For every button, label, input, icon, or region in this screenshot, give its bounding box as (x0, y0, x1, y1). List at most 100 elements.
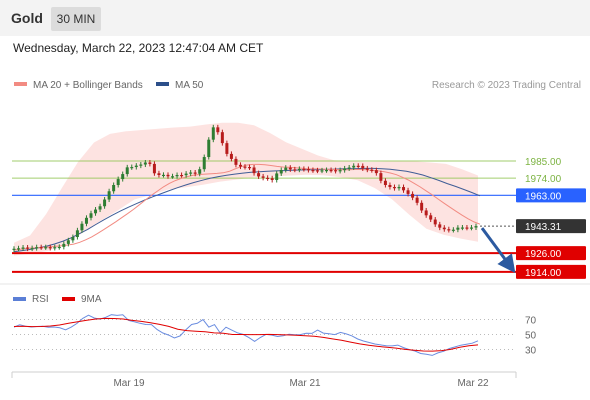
candle-body (112, 185, 116, 192)
candle-body (284, 167, 288, 170)
candle-body (116, 179, 120, 185)
candle-body (35, 247, 39, 249)
rsi-legend-swatch (62, 297, 75, 301)
candle-body (211, 127, 215, 140)
candle-body (361, 165, 365, 169)
candle-body (365, 168, 369, 170)
rsi-line (13, 314, 479, 356)
candle-body (98, 206, 102, 210)
candle-body (270, 178, 274, 180)
ma20-swatch (14, 82, 27, 87)
candle-body (297, 168, 301, 171)
bollinger-band (14, 122, 478, 256)
candle-body (293, 169, 297, 171)
candle-body (397, 187, 401, 189)
ma50-swatch (156, 82, 169, 87)
candle-body (392, 187, 396, 189)
candle-body (438, 224, 442, 228)
candle-body (388, 185, 392, 188)
price-panel: 1985.00 1974.00 1963.00 1943.31 1926.00 1914.… (0, 122, 590, 285)
candle-body (329, 170, 333, 172)
candle-body (202, 157, 206, 170)
rsi-panel: RSI 9MA 70 50 30 Mar 19 Mar 21 Mar 22 (11, 294, 537, 389)
candle-body (94, 209, 98, 214)
candle-body (315, 170, 319, 172)
candle-body (411, 193, 415, 198)
candle-body (39, 247, 43, 249)
timeframe-button[interactable]: 30 MIN (51, 7, 101, 31)
candle-body (456, 227, 460, 230)
candle-body (44, 247, 48, 249)
candle-body (134, 165, 138, 168)
candle-body (379, 173, 383, 181)
candle-body (220, 132, 224, 144)
candle-body (338, 170, 342, 172)
candle-body (465, 227, 469, 229)
symbol-title: Gold (11, 10, 43, 26)
candle-body (148, 162, 152, 164)
candle-body (180, 175, 184, 177)
candle-body (257, 173, 261, 177)
rsi-level-label: 50 (525, 331, 537, 342)
candle-body (189, 172, 193, 174)
candle-body (103, 199, 107, 207)
level-label: 1926.00 (525, 249, 562, 260)
candle-body (402, 187, 406, 191)
candle-body (166, 174, 170, 177)
candle-body (139, 164, 143, 166)
ma50-line (13, 167, 481, 253)
candle-body (248, 167, 252, 169)
candle-body (325, 170, 329, 172)
candle-body (306, 169, 310, 171)
candle-body (334, 170, 338, 172)
candle-body (266, 177, 270, 180)
candle-body (474, 226, 478, 228)
level-label: 1963.00 (525, 191, 562, 202)
candle-body (157, 173, 161, 175)
candle-body (30, 248, 34, 250)
candle-body (302, 168, 306, 171)
candle-body (84, 217, 88, 224)
level-label: 1943.31 (525, 222, 562, 233)
candle-body (406, 190, 410, 194)
candle-body (171, 176, 175, 178)
legend-ma20-label: MA 20 + Bollinger Bands (33, 80, 143, 91)
candle-body (17, 248, 21, 250)
candle-body (424, 210, 428, 216)
candle-body (225, 143, 229, 154)
candle-body (288, 167, 292, 170)
candle-body (415, 197, 419, 203)
candle-body (57, 246, 61, 249)
candle-body (451, 229, 455, 231)
candle-body (53, 247, 57, 249)
candle-body (356, 165, 360, 167)
candle-body (460, 227, 464, 229)
candle-body (442, 227, 446, 230)
candle-body (143, 162, 147, 165)
x-axis-label: Mar 22 (457, 378, 489, 389)
timestamp: Wednesday, March 22, 2023 12:47:04 AM CE… (13, 41, 264, 55)
candle-body (75, 230, 79, 238)
candle-body (12, 248, 16, 250)
candle-body (48, 247, 52, 249)
candle-body (311, 170, 315, 172)
candle-body (207, 139, 211, 158)
candle-body (234, 158, 238, 165)
candle-body (352, 165, 356, 168)
level-box (516, 264, 586, 279)
level-label: 1974.00 (525, 174, 562, 185)
candle-body (243, 166, 247, 168)
candle-body (216, 127, 220, 133)
candle-body (21, 247, 25, 249)
candle-body (26, 247, 30, 249)
level-box (516, 246, 586, 261)
x-axis-label: Mar 21 (289, 378, 321, 389)
level-box (516, 219, 586, 234)
level-label: 1985.00 (525, 157, 562, 168)
rsi-legend-label: 9MA (81, 294, 102, 305)
header-bar: Gold 30 MIN (0, 0, 590, 36)
candle-body (66, 240, 70, 244)
rsi-level-label: 70 (525, 316, 537, 327)
candle-body (198, 169, 202, 174)
